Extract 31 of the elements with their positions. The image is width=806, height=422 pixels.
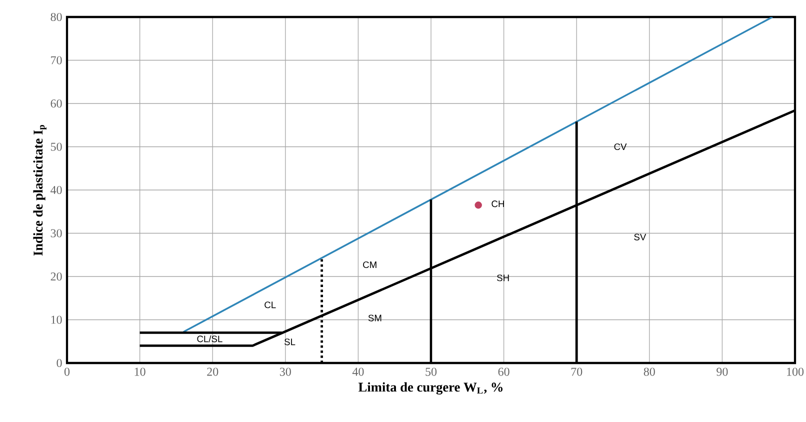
x-tick-label: 70 [571, 368, 582, 376]
x-tick-label: 90 [716, 368, 728, 376]
x-tick-label: 80 [644, 368, 655, 376]
x-tick-label: 30 [280, 368, 291, 376]
annotation: SH [497, 274, 509, 282]
x-tick-label: 20 [207, 368, 218, 376]
annotation: SM [368, 314, 382, 322]
x-tick-label: 40 [352, 368, 364, 376]
annotation: SL [284, 338, 296, 346]
annotation: CV [614, 143, 627, 150]
y-tick-label: 50 [50, 142, 62, 151]
x-tick-label: 60 [498, 368, 510, 376]
annotation: CM [363, 261, 376, 268]
y-tick-label: 80 [50, 12, 62, 22]
y-tick-label: 30 [50, 229, 62, 238]
x-tick-label: 50 [426, 368, 437, 376]
y-tick-label: 10 [51, 316, 62, 324]
annotation: CL/SL [197, 335, 222, 342]
x-tick-label: 0 [64, 368, 70, 376]
x-tick-label: 100 [787, 368, 804, 376]
y-tick-label: 20 [50, 272, 62, 281]
y-tick-label: 60 [50, 99, 62, 108]
annotation: CH [492, 200, 504, 208]
annotation: CL [264, 302, 276, 308]
annotation: SV [634, 234, 646, 240]
y-tick-label: 40 [50, 186, 62, 194]
y-tick-label: 0 [56, 358, 62, 368]
x-tick-label: 10 [134, 368, 146, 376]
x-axis-title: Limita de curgere W$_{L}$, % [358, 382, 502, 394]
y-axis-title: Indice de plasticitate I$_{p}$ [33, 124, 46, 256]
y-tick-label: 70 [51, 56, 62, 64]
